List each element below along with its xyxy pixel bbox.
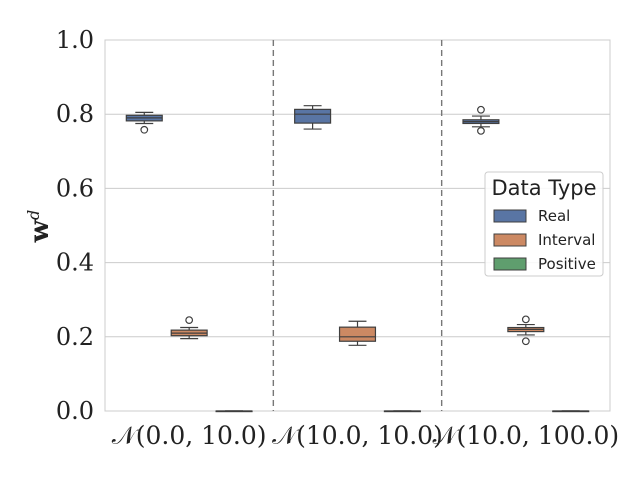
legend-label-positive: Positive — [538, 255, 596, 273]
box-real — [125, 111, 163, 134]
box-interval — [170, 316, 208, 340]
y-tick-labels: 0.0 0.2 0.4 0.6 0.8 1.0 — [56, 26, 94, 425]
x-tick-label: 𝒩(0.0, 10.0) — [112, 421, 267, 450]
y-tick-label: 1.0 — [56, 26, 94, 54]
box-positive — [215, 410, 253, 413]
legend-title: Data Type — [491, 176, 596, 200]
legend-entries: Real Interval Positive — [493, 207, 596, 273]
legend: Data Type Real Interval Positive — [484, 171, 604, 277]
y-tick-label: 0.8 — [56, 100, 94, 128]
boxes — [125, 105, 590, 413]
legend-swatch-real — [493, 209, 527, 223]
box-positive — [552, 410, 590, 413]
box-interval — [507, 315, 545, 346]
box-interval — [338, 320, 377, 346]
y-tick-label: 0.6 — [56, 174, 94, 202]
legend-label-interval: Interval — [538, 231, 595, 249]
outlier-point — [521, 315, 530, 324]
outlier-point — [140, 125, 149, 134]
category-separators — [272, 40, 443, 411]
y-tick-label: 0.0 — [56, 397, 94, 425]
outlier-point — [477, 105, 485, 114]
y-axis-label: wd — [24, 210, 55, 244]
outlier-point — [477, 126, 485, 135]
box-body — [338, 326, 377, 342]
plot-area-frame — [104, 39, 611, 412]
x-tick-label: 𝒩(10.0, 10.0) — [272, 421, 443, 450]
y-axis-label-superscript: d — [24, 210, 43, 220]
legend-label-real: Real — [538, 207, 570, 225]
x-tick-label: 𝒩(10.0, 100.0) — [433, 421, 620, 450]
box-real — [294, 105, 332, 130]
legend-swatch-interval — [493, 233, 527, 247]
outlier-point — [185, 316, 194, 325]
y-tick-label: 0.2 — [56, 323, 94, 351]
box-body — [294, 108, 332, 124]
box-positive — [383, 410, 421, 413]
y-tick-label: 0.4 — [56, 249, 94, 277]
legend-swatch-positive — [493, 257, 527, 271]
y-axis-label-main: w — [25, 219, 55, 243]
legend-box — [484, 171, 604, 277]
outlier-point — [521, 337, 530, 346]
x-tick-labels: 𝒩(0.0, 10.0) 𝒩(10.0, 10.0)𝒩(10.0, 100.0) — [112, 421, 619, 450]
box-real — [462, 105, 500, 135]
